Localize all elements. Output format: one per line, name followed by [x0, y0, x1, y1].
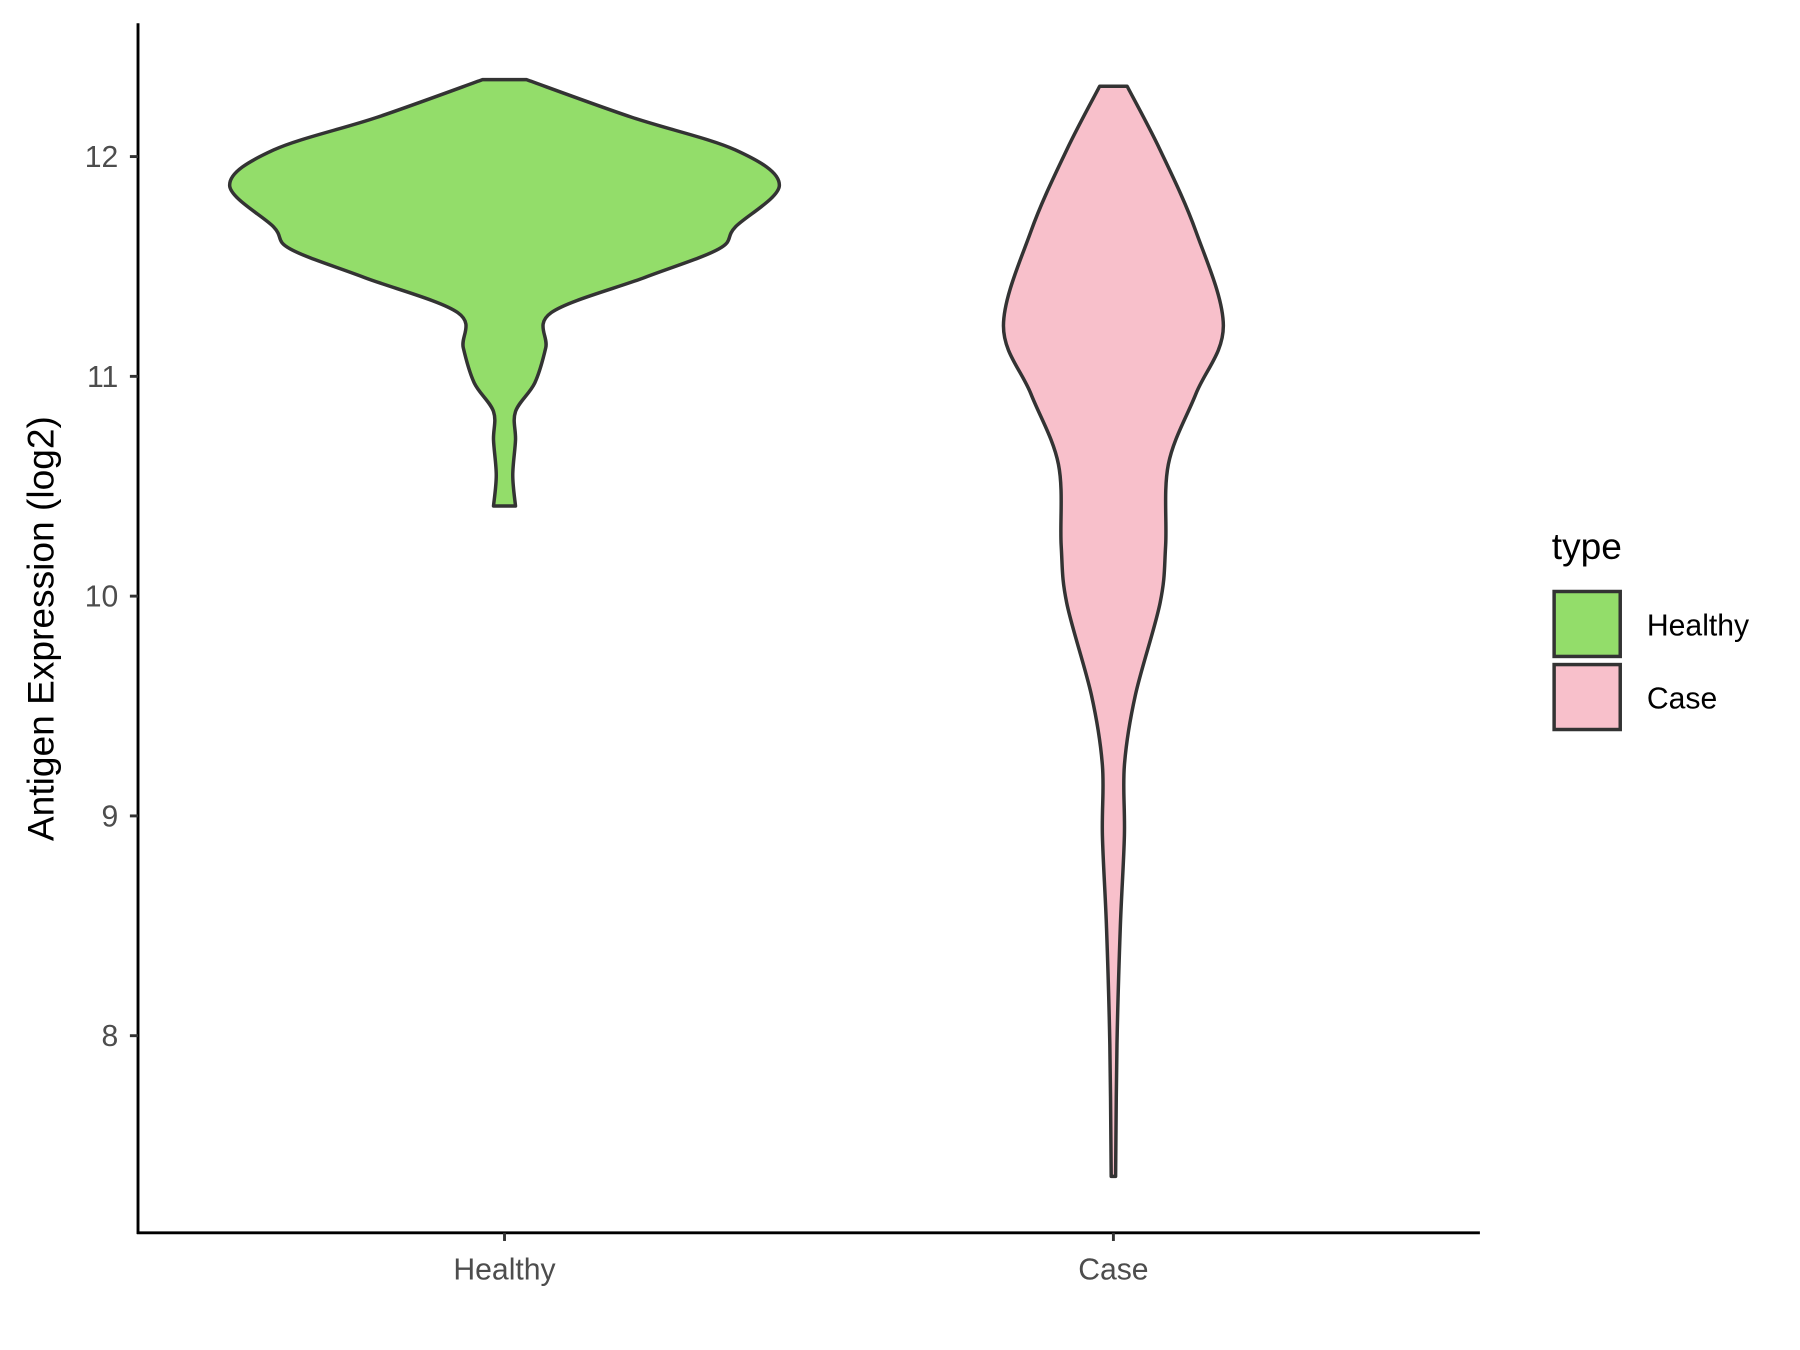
legend-key-healthy	[1552, 589, 1622, 659]
y-tick-label: 8	[102, 1020, 119, 1053]
x-tick-label: Case	[1078, 1253, 1148, 1286]
y-axis-title: Antigen Expression (log2)	[19, 416, 61, 841]
legend-key-case	[1552, 662, 1622, 732]
x-tick-label: Healthy	[453, 1253, 556, 1286]
violin-case	[1001, 84, 1226, 1179]
y-tick-label: 11	[87, 361, 118, 394]
violins	[227, 77, 1226, 1179]
legend-title: type	[1552, 525, 1622, 567]
legend-label: Case	[1647, 683, 1717, 716]
y-tick-label: 9	[102, 800, 119, 833]
y-tick-label: 12	[85, 141, 119, 174]
legend-label: Healthy	[1647, 610, 1750, 643]
y-tick-label: 10	[85, 581, 119, 614]
violin-healthy	[227, 77, 782, 508]
y-ticks: 8 9 10 11 12	[85, 141, 139, 1053]
x-ticks: Healthy Case	[453, 1232, 1149, 1286]
legend: Healthy Case	[1552, 589, 1750, 732]
